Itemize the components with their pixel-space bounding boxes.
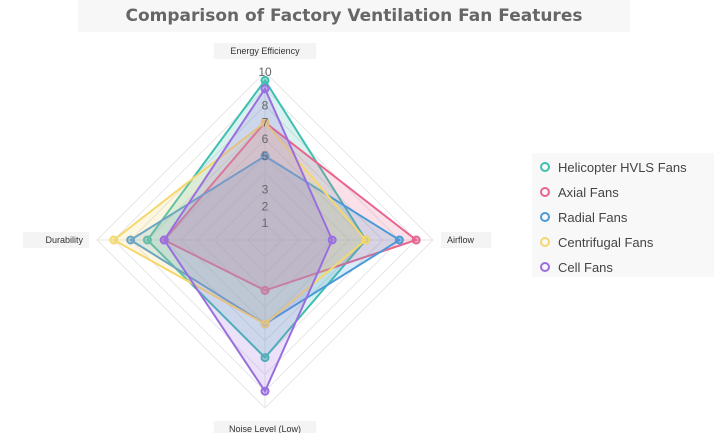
tick-label: 1: [262, 216, 269, 230]
axis-label-bg: [213, 421, 317, 433]
legend-label: Axial Fans: [558, 184, 619, 200]
series-point: [260, 319, 270, 329]
series-point: [411, 235, 421, 245]
series-point: [394, 235, 404, 245]
axis-label-bg: [441, 232, 492, 248]
legend-label: Cell Fans: [558, 259, 613, 275]
series-area: [162, 121, 419, 292]
legend-item[interactable]: Helicopter HVLS Fans: [540, 156, 687, 178]
series-point: [260, 151, 270, 161]
series-point: [260, 75, 270, 85]
legend-marker-icon: [540, 212, 550, 222]
series-layer: [109, 75, 421, 396]
axis-label: Noise Level (Low): [229, 424, 301, 433]
axis-label: Durability: [45, 235, 83, 245]
legend-marker-icon: [540, 187, 550, 197]
legend-label: Radial Fans: [558, 209, 628, 225]
series-point: [159, 235, 169, 245]
series-point: [361, 235, 371, 245]
series-point: [109, 235, 119, 245]
series-point: [327, 235, 337, 245]
tick-label: 3: [262, 183, 269, 197]
series-point: [260, 117, 270, 127]
legend-item[interactable]: Centrifugal Fans: [540, 231, 653, 253]
series-point: [260, 84, 270, 94]
legend-marker-icon: [540, 262, 550, 272]
axis-labels: Energy Efficiency Airflow Noise Level (Low…: [23, 43, 492, 433]
tick-label: 8: [262, 99, 269, 113]
axis-label: Airflow: [447, 235, 475, 245]
tick-labels: 1 2 3 5 6 7 8 10: [258, 65, 272, 230]
legend-label: Centrifugal Fans: [558, 234, 654, 250]
legend-marker-icon: [540, 162, 550, 172]
tick-label: 5: [262, 149, 269, 163]
legend-label: Helicopter HVLS Fans: [558, 159, 687, 175]
tick-label: 7: [262, 115, 269, 129]
tick-label: 2: [262, 199, 269, 213]
legend-item[interactable]: Radial Fans: [540, 206, 627, 228]
series-point: [260, 285, 270, 295]
legend-marker-icon: [540, 237, 550, 247]
series-point: [260, 353, 270, 363]
axis-label-bg: [213, 43, 317, 59]
chart-title-box: Comparison of Factory Ventilation Fan Fe…: [78, 0, 630, 32]
chart-title: Comparison of Factory Ventilation Fan Fe…: [125, 6, 583, 26]
tick-label: 6: [262, 132, 269, 146]
series-area: [162, 86, 334, 394]
series-point: [142, 235, 152, 245]
legend-item[interactable]: Cell Fans: [540, 256, 613, 278]
series-point: [260, 386, 270, 396]
legend: Helicopter HVLS Fans Axial Fans Radial Fan…: [532, 153, 714, 277]
tick-label: 10: [258, 65, 272, 79]
axis-label-bg: [23, 232, 89, 248]
series-point: [126, 235, 136, 245]
legend-item[interactable]: Axial Fans: [540, 181, 619, 203]
axis-label: Energy Efficiency: [230, 46, 300, 56]
